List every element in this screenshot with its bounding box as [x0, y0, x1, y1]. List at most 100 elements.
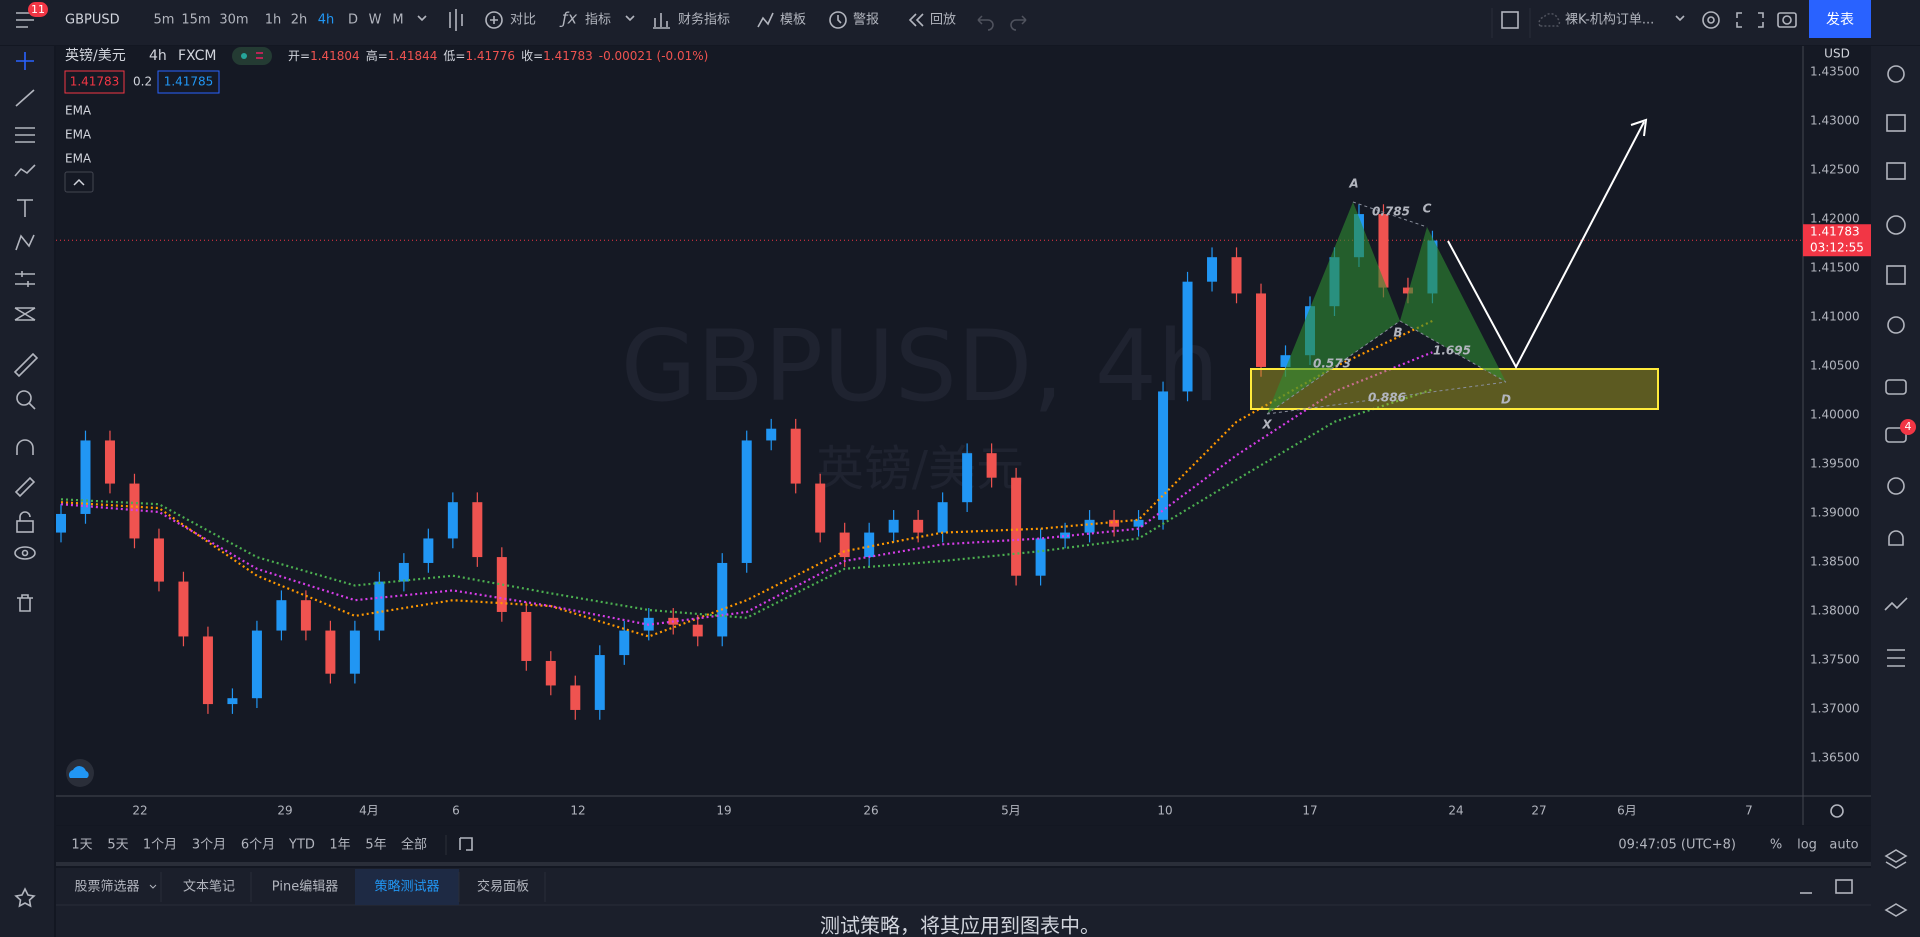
clock: 09:47:05 (UTC+8) — [1618, 838, 1736, 853]
undo[interactable] — [977, 15, 994, 31]
interval-button[interactable]: W — [369, 13, 382, 28]
news[interactable] — [1886, 162, 1906, 180]
magnet[interactable] — [16, 439, 34, 455]
notifications[interactable] — [1888, 530, 1904, 546]
fullscreen[interactable] — [1736, 12, 1764, 28]
ruler[interactable] — [13, 352, 39, 378]
scale-option[interactable]: % — [1770, 838, 1782, 853]
scale-option[interactable]: log — [1797, 838, 1817, 853]
collapse[interactable] — [1884, 903, 1908, 917]
redo[interactable] — [1010, 15, 1027, 31]
trading[interactable] — [1884, 597, 1908, 611]
x-tick-label: 22 — [132, 804, 147, 818]
text-tool[interactable] — [17, 199, 33, 217]
range-button[interactable]: 6个月 — [241, 838, 275, 853]
settings[interactable] — [1702, 11, 1720, 29]
hotlist[interactable] — [1887, 649, 1905, 667]
maximize-panel[interactable] — [1835, 879, 1853, 894]
pattern-tool[interactable] — [14, 164, 36, 177]
candle-body — [56, 513, 66, 533]
x-tick-label: 17 — [1302, 804, 1317, 818]
data-window[interactable] — [1886, 215, 1906, 235]
layout-icon[interactable] — [1501, 11, 1519, 29]
favorites[interactable] — [14, 887, 36, 908]
candle-body — [570, 685, 581, 710]
range-button[interactable]: 5年 — [365, 838, 386, 853]
interval-button[interactable]: 5m — [154, 13, 175, 28]
indicators[interactable]: 指标 — [585, 13, 611, 28]
ask-box[interactable] — [157, 70, 220, 94]
shapes-tool[interactable] — [14, 307, 36, 321]
symbol[interactable]: GBPUSD — [65, 13, 120, 28]
panel-tab[interactable]: 文本笔记 — [183, 879, 235, 895]
candle-body — [1011, 477, 1022, 576]
interval-button[interactable]: 4h — [318, 13, 335, 28]
compare[interactable]: 对比 — [510, 13, 536, 28]
collapse-legend[interactable] — [64, 171, 94, 193]
alerts[interactable]: 警报 — [853, 12, 879, 28]
range-button[interactable]: 1个月 — [143, 838, 177, 853]
panel-tab[interactable]: 交易面板 — [477, 879, 529, 895]
crosshair-tool[interactable] — [16, 52, 34, 70]
status-toggle[interactable] — [232, 47, 272, 65]
tab-dropdown[interactable] — [149, 884, 157, 889]
prediction-tool[interactable] — [15, 271, 35, 287]
range-button[interactable]: 3个月 — [192, 838, 226, 853]
pattern-point: D — [1501, 393, 1511, 407]
pencil-lock[interactable] — [14, 476, 36, 498]
interval-button[interactable]: 1h — [265, 13, 282, 28]
candle-body — [1158, 391, 1169, 520]
pattern-leg-xab — [1267, 202, 1400, 414]
snapshot[interactable] — [1777, 12, 1797, 28]
ask[interactable]: 1.41785 — [164, 75, 214, 89]
bid[interactable]: 1.41783 — [70, 75, 120, 89]
interval-button[interactable]: D — [348, 13, 358, 28]
panel-tab[interactable]: Pine编辑器 — [272, 880, 338, 895]
xabcd-tool[interactable] — [15, 234, 35, 251]
panel-tab[interactable]: 股票筛选器 — [74, 880, 139, 895]
candle-body — [202, 636, 213, 705]
fib-tool[interactable] — [15, 127, 35, 143]
chat[interactable] — [1885, 379, 1907, 395]
trash[interactable] — [17, 594, 33, 612]
pattern-leg-bcd — [1400, 227, 1506, 382]
dropdown[interactable] — [417, 15, 427, 22]
range-button[interactable]: 1天 — [71, 838, 92, 853]
scale-option[interactable]: auto — [1829, 838, 1858, 853]
financials[interactable]: 财务指标 — [678, 12, 730, 28]
publish-button[interactable] — [1809, 0, 1871, 38]
go-to-date[interactable] — [459, 837, 473, 851]
range-button[interactable]: 1年 — [329, 838, 350, 853]
menu-button[interactable]: 11 — [16, 2, 48, 28]
layers[interactable] — [1884, 849, 1908, 869]
interval-button[interactable]: 2h — [291, 13, 308, 28]
bid-box[interactable] — [64, 70, 125, 94]
ideas[interactable] — [1887, 316, 1905, 334]
publish[interactable]: 发表 — [1826, 12, 1854, 28]
y-tick-label: 1.43500 — [1810, 64, 1860, 78]
candle-body — [1109, 519, 1120, 527]
streams[interactable] — [1887, 477, 1905, 495]
replay[interactable]: 回放 — [930, 13, 956, 28]
trend-line-tool[interactable] — [15, 89, 35, 107]
axis-settings[interactable] — [1830, 804, 1844, 818]
bar-style[interactable] — [449, 9, 463, 31]
watchlist[interactable] — [1886, 114, 1906, 132]
financial-icon — [653, 13, 670, 29]
panel-tab[interactable]: 策略测试器 — [374, 879, 439, 895]
calendar[interactable] — [1886, 265, 1906, 285]
zoom[interactable] — [16, 390, 32, 406]
layout-name[interactable]: 裸K-机构订单... — [1565, 13, 1654, 28]
templates[interactable]: 模板 — [780, 13, 806, 28]
candle-body — [521, 611, 532, 661]
range-button[interactable]: 5天 — [107, 838, 128, 853]
messages[interactable] — [1885, 427, 1907, 443]
interval-button[interactable]: 15m — [181, 13, 210, 28]
lock[interactable] — [16, 520, 34, 533]
alarm[interactable] — [1887, 65, 1905, 83]
range-button[interactable]: YTD — [288, 838, 315, 853]
interval-button[interactable]: 30m — [219, 13, 248, 28]
range-button[interactable]: 全部 — [401, 837, 427, 853]
visibility[interactable] — [14, 546, 36, 560]
interval-button[interactable]: M — [392, 13, 403, 28]
